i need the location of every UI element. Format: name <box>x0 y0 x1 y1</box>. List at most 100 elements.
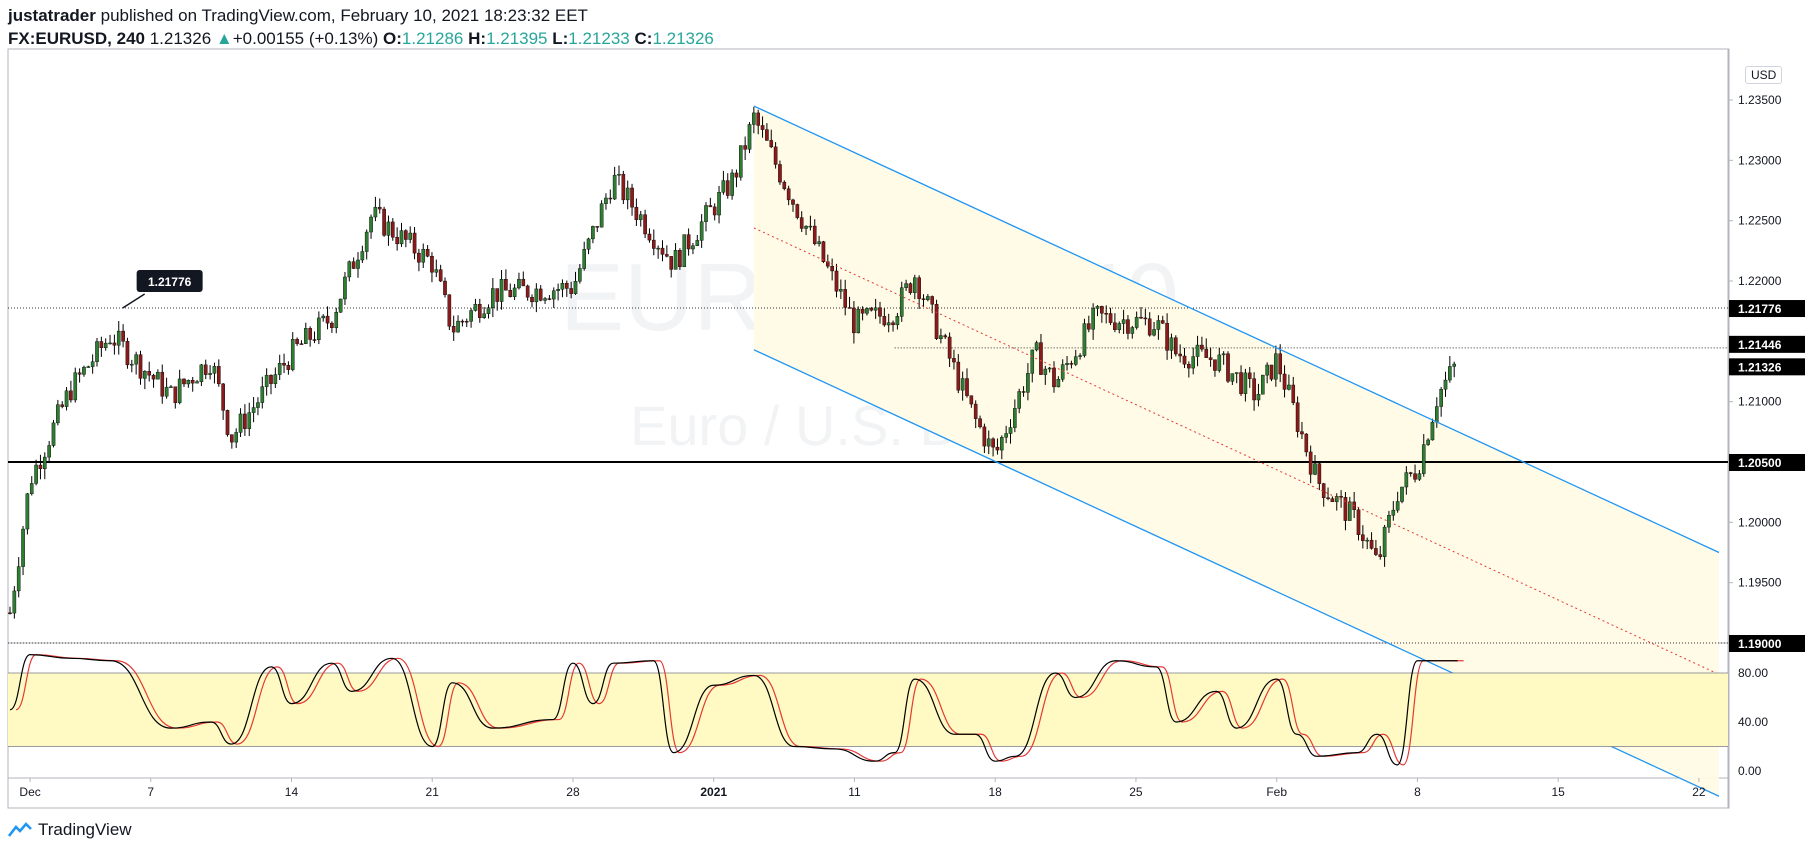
candle-body <box>660 247 665 255</box>
candle-body <box>330 322 334 328</box>
candle-body <box>373 206 378 218</box>
candle-body <box>1395 501 1400 511</box>
candle-body <box>1421 444 1426 474</box>
change-arrow: ▲ <box>215 29 233 48</box>
candle-body <box>382 208 386 236</box>
open-label: O: <box>383 29 402 48</box>
candle-body <box>1052 367 1056 388</box>
candle-body <box>1408 472 1413 474</box>
candle-body <box>408 232 413 240</box>
candle-body <box>973 403 978 419</box>
candle-body <box>1026 373 1030 393</box>
candle-body <box>612 174 617 200</box>
candle-body <box>1143 317 1148 320</box>
candle-body <box>604 197 608 204</box>
candle-body <box>264 374 269 387</box>
candle-body <box>565 283 569 289</box>
candle-body <box>1243 372 1248 394</box>
stoch-tick-label: 40.00 <box>1738 715 1768 729</box>
candle-body <box>1047 367 1052 370</box>
candle-body <box>682 234 687 267</box>
candle-body <box>1130 327 1135 334</box>
candle-body <box>1030 349 1035 374</box>
candle-body <box>212 366 217 374</box>
candle-body <box>290 339 295 370</box>
candle-body <box>1204 348 1209 358</box>
candle-body <box>1278 353 1282 375</box>
channel-upper-line <box>753 105 1720 554</box>
candle-body <box>1448 366 1452 381</box>
candle-body <box>469 310 473 322</box>
candle-body <box>1000 437 1004 451</box>
candle-body <box>208 373 212 375</box>
candle-body <box>1152 329 1156 336</box>
candle-body <box>556 289 560 291</box>
candle-body <box>647 233 652 241</box>
candle-body <box>1247 372 1252 379</box>
candle-body <box>856 309 861 334</box>
candle-body <box>1400 486 1404 502</box>
candle-body <box>743 145 747 150</box>
candle-body <box>295 339 299 344</box>
candle-body <box>1347 501 1352 521</box>
candle-body <box>108 342 112 345</box>
candle-body <box>1078 355 1082 357</box>
candle-body <box>782 181 787 189</box>
low-value: 1.21233 <box>568 29 630 48</box>
price-label-box <box>1729 454 1805 471</box>
candle-body <box>425 249 430 257</box>
time-tick-label: Dec <box>19 785 40 799</box>
candle-body <box>430 256 434 273</box>
candle-body <box>934 304 939 339</box>
candle-body <box>395 237 399 245</box>
candle-body <box>1295 402 1300 432</box>
candle-body <box>791 199 795 205</box>
price-label-box <box>1729 358 1805 376</box>
candle-body <box>1252 378 1256 401</box>
author-name[interactable]: justatrader <box>8 6 96 25</box>
candle-body <box>334 311 339 328</box>
candle-body <box>1108 313 1113 323</box>
candle-body <box>447 294 452 327</box>
candle-body <box>1100 306 1104 314</box>
brand-name[interactable]: TradingView <box>38 820 132 839</box>
candle-body <box>260 386 265 403</box>
candle-body <box>29 483 34 494</box>
candle-body <box>1208 357 1213 360</box>
candle-body <box>721 180 726 193</box>
chart-frame <box>7 48 1730 809</box>
stoch-tick-label: 80.00 <box>1738 666 1768 680</box>
candle-body <box>125 341 130 366</box>
candle-body <box>16 566 21 592</box>
candle-body <box>982 426 987 447</box>
candle-body <box>699 221 704 241</box>
candle-body <box>1221 353 1226 356</box>
candle-body <box>69 390 73 401</box>
candle-body <box>317 317 321 340</box>
tradingview-logo-icon[interactable] <box>8 821 32 839</box>
currency-button[interactable]: USD <box>1745 66 1783 84</box>
candle-body <box>656 247 660 250</box>
candle-body <box>21 528 25 567</box>
candle-body <box>904 283 908 288</box>
price-tick-label: 1.23000 <box>1738 153 1782 167</box>
candle-body <box>765 129 769 141</box>
candle-body <box>908 283 913 293</box>
candle-body <box>195 381 199 384</box>
candle-body <box>256 402 260 408</box>
close-value: 1.21326 <box>652 29 714 48</box>
candle-body <box>356 259 360 269</box>
candle-body <box>1182 355 1187 365</box>
candle-body <box>238 413 243 433</box>
candle-body <box>116 330 121 346</box>
price-label-box <box>1729 335 1805 353</box>
price-label: 1.19000 <box>1738 637 1782 651</box>
candle-body <box>591 226 595 240</box>
time-tick-label: 11 <box>848 785 861 799</box>
candle-body <box>230 434 234 443</box>
candle-body <box>1065 363 1069 365</box>
high-label: H: <box>468 29 487 48</box>
candle-body <box>190 379 195 384</box>
candle-body <box>486 307 491 314</box>
